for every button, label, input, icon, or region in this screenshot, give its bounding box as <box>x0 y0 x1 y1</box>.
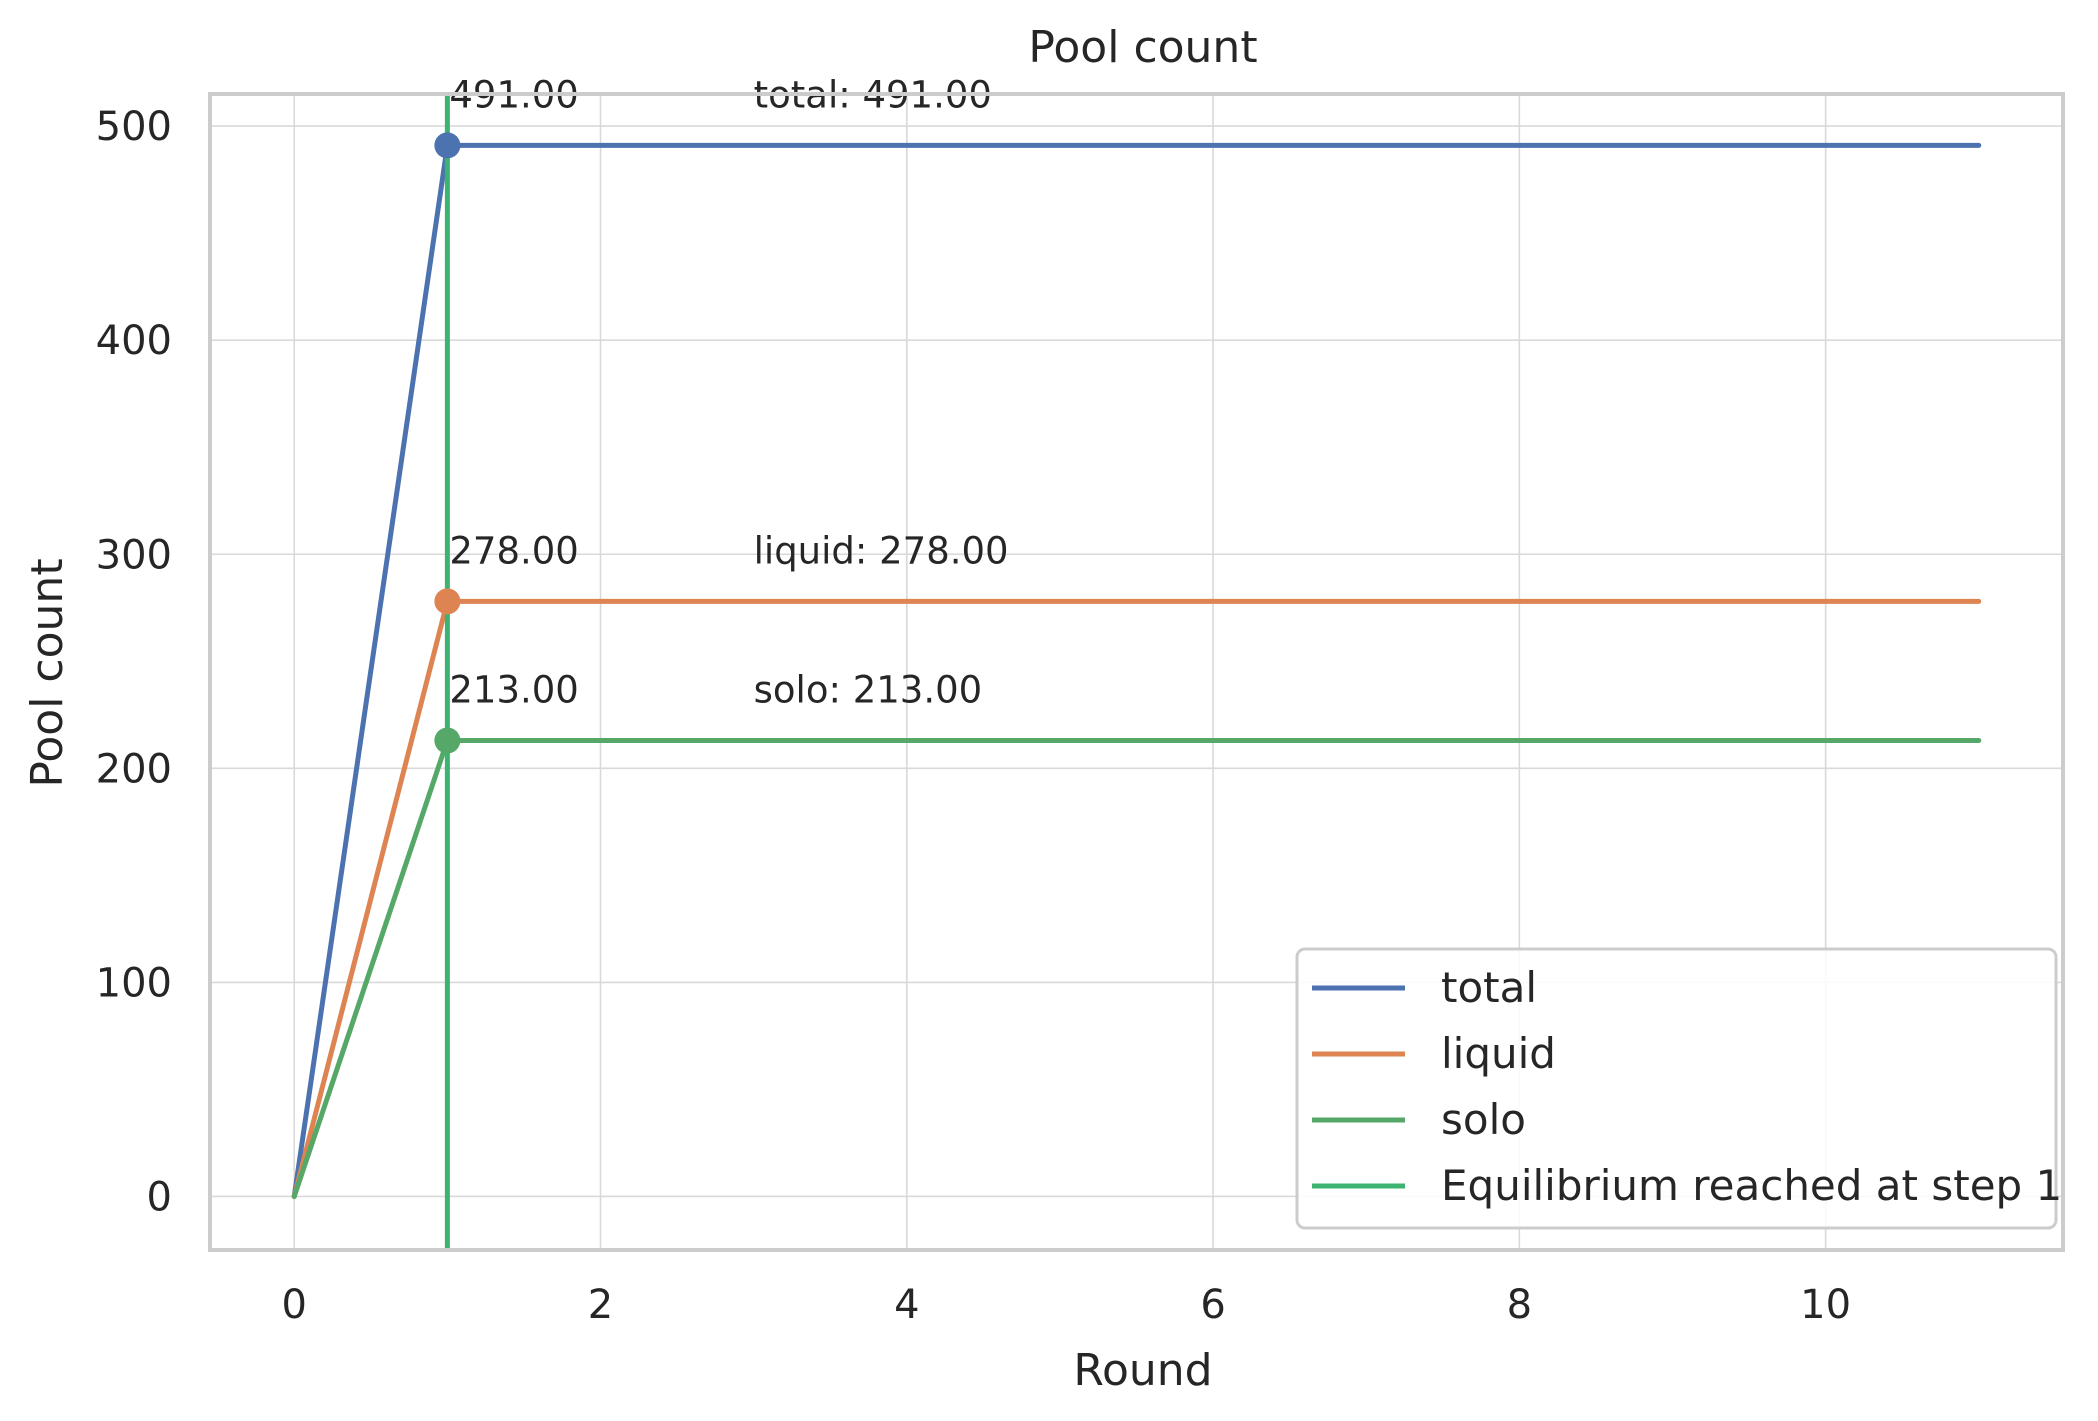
marker-liquid <box>434 588 461 615</box>
y-tick-label: 0 <box>147 1174 172 1220</box>
legend-box <box>1295 947 2058 1230</box>
marker-label-liquid: 278.00 <box>449 529 578 572</box>
x-tick-label: 0 <box>282 1282 307 1328</box>
legend-label-equilibrium: Equilibrium reached at step 1 <box>1441 1161 2062 1210</box>
x-tick-label: 8 <box>1507 1282 1532 1328</box>
legend-label-total: total <box>1441 963 1537 1012</box>
chart-title: Pool count <box>1028 22 1257 73</box>
plot-frame <box>208 92 2065 1252</box>
annotation-text: solo: 213.00 <box>754 669 983 712</box>
annotation-text: liquid: 278.00 <box>754 529 1009 572</box>
marker-label-solo: 213.00 <box>449 669 578 712</box>
series-line-solo <box>291 738 1982 1199</box>
y-tick-label: 300 <box>96 532 172 578</box>
y-tick-label: 500 <box>96 104 172 150</box>
grid <box>210 94 2063 1250</box>
legend-label-solo: solo <box>1441 1095 1526 1144</box>
y-axis-label: Pool count <box>22 558 73 787</box>
legend: total liquid solo Equilibrium reached at st… <box>1295 947 2062 1230</box>
y-tick-label: 200 <box>96 746 172 792</box>
series-line-liquid <box>291 598 1982 1199</box>
x-tick-label: 4 <box>894 1282 919 1328</box>
y-tick-label: 400 <box>96 318 172 364</box>
series-layer <box>291 94 1982 1250</box>
x-tick-label: 2 <box>588 1282 613 1328</box>
series-line-total <box>291 142 1982 1199</box>
x-axis-label: Round <box>1073 1345 1212 1396</box>
marker-total <box>434 132 461 159</box>
marker-solo <box>434 727 461 754</box>
x-tick-label: 6 <box>1200 1282 1225 1328</box>
legend-label-liquid: liquid <box>1441 1029 1556 1078</box>
y-tick-label: 100 <box>96 960 172 1006</box>
x-tick-label: 10 <box>1800 1282 1851 1328</box>
